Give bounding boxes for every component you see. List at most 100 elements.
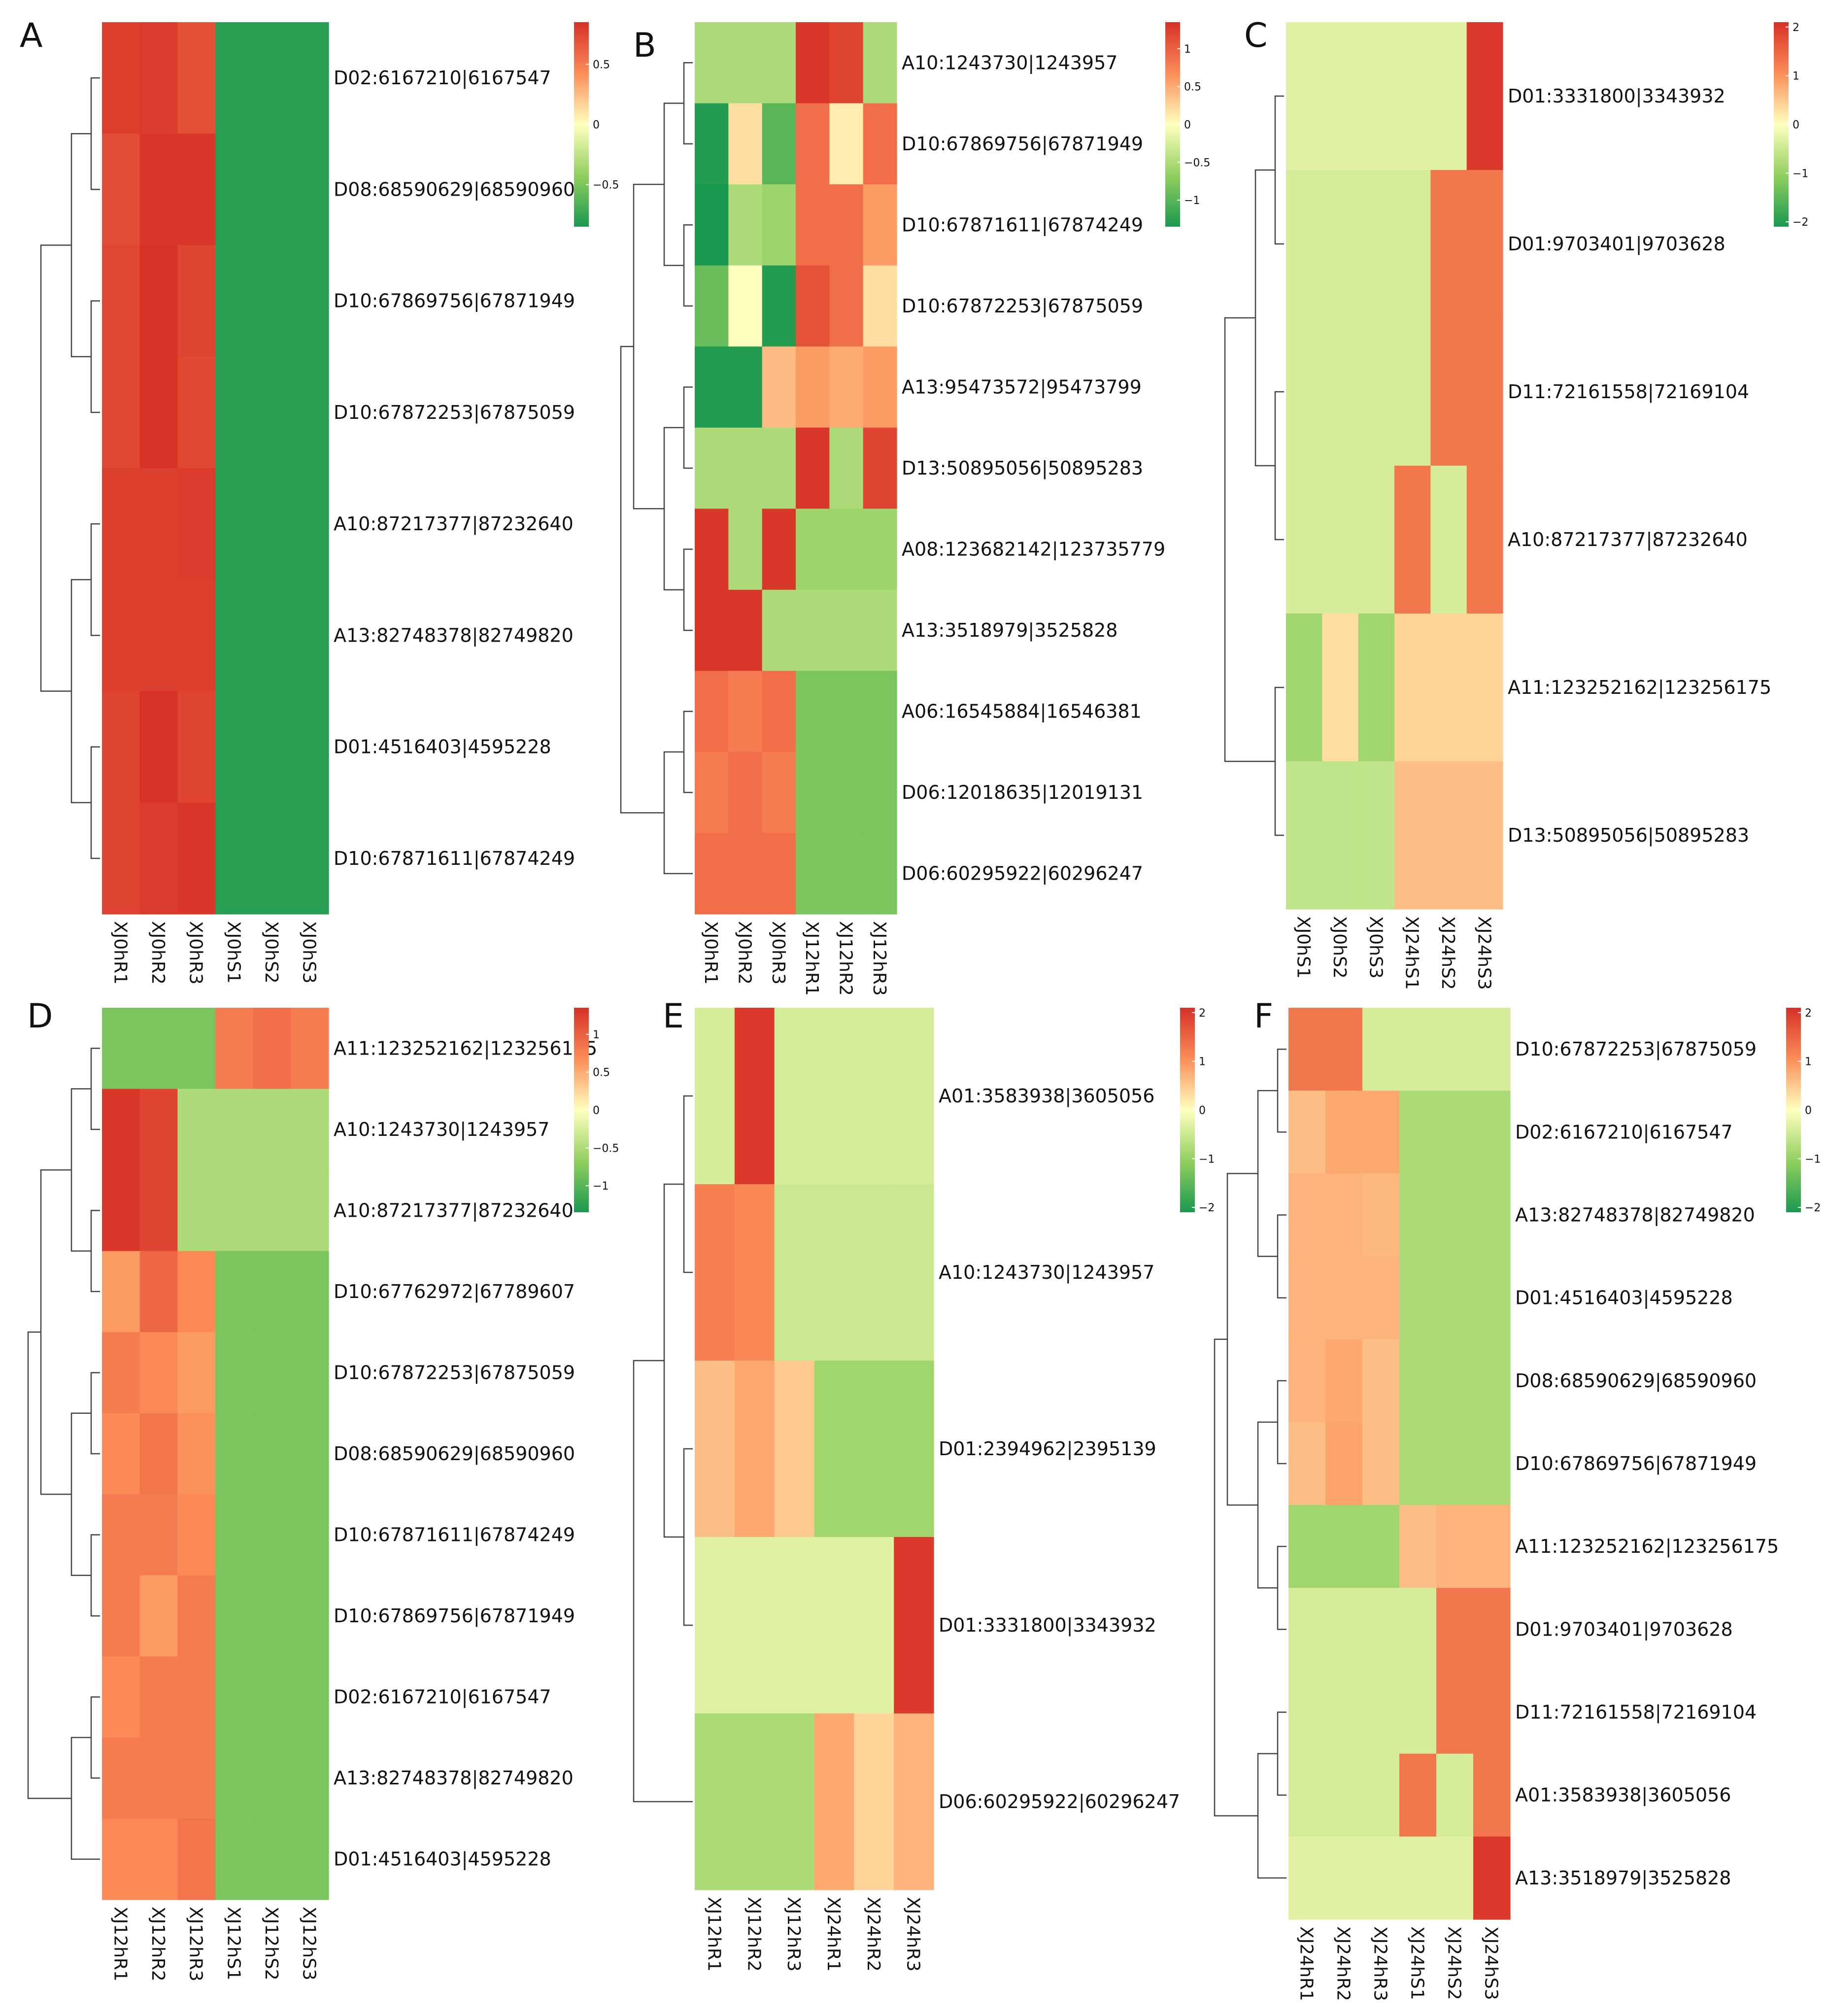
heatmap-cell bbox=[139, 1737, 178, 1819]
heatmap-cell bbox=[695, 1184, 735, 1361]
colorbar-tick-label: −1 bbox=[1184, 195, 1200, 207]
row-label: A13:82748378|82749820 bbox=[334, 624, 574, 647]
colorbar-tick-label: 0.5 bbox=[1184, 81, 1201, 94]
heatmap-cell bbox=[1325, 1008, 1363, 1091]
heatmap-cell bbox=[1322, 318, 1359, 466]
heatmap-cell bbox=[1358, 761, 1395, 910]
heatmap-cell bbox=[177, 468, 216, 580]
row-label: D10:67869756|67871949 bbox=[334, 1605, 575, 1627]
row-label: D13:50895056|50895283 bbox=[1508, 824, 1749, 847]
heatmap-cell bbox=[762, 346, 796, 428]
heatmap-cell bbox=[177, 1494, 216, 1576]
heatmap-cell bbox=[102, 1008, 140, 1090]
heatmap-cell bbox=[863, 103, 897, 185]
heatmap-cell bbox=[1473, 1173, 1511, 1257]
row-label: D01:2394962|2395139 bbox=[939, 1438, 1156, 1460]
heatmap-cell bbox=[829, 22, 864, 104]
heatmap-cell bbox=[1322, 761, 1359, 910]
heatmap-cell bbox=[695, 1361, 735, 1538]
column-label: XJ0hS2 bbox=[261, 921, 281, 984]
heatmap-cell bbox=[139, 1818, 178, 1900]
heatmap-cell bbox=[291, 1575, 329, 1657]
heatmap-cell bbox=[102, 580, 140, 692]
heatmap-cell bbox=[1473, 1422, 1511, 1505]
heatmap-cell bbox=[762, 427, 796, 509]
column-label: XJ12hR1 bbox=[704, 1897, 724, 1972]
row-label: A01:3583938|3605056 bbox=[939, 1085, 1154, 1107]
heatmap-cell bbox=[829, 752, 864, 834]
colorbar-tick-label: −0.5 bbox=[593, 179, 619, 192]
heatmap-cell bbox=[253, 1737, 291, 1819]
heatmap-cell bbox=[695, 833, 729, 915]
row-label: D13:50895056|50895283 bbox=[902, 457, 1143, 479]
heatmap-cell bbox=[291, 356, 329, 469]
row-label: A13:82748378|82749820 bbox=[1515, 1204, 1755, 1226]
heatmap-cell bbox=[774, 1537, 815, 1714]
panel-b: B A10:1243730|1243957 D10:67869756|6787194… bbox=[620, 22, 1210, 996]
heatmap-cell bbox=[102, 1575, 140, 1657]
heatmap-cell bbox=[894, 1713, 934, 1890]
heatmap-cell bbox=[728, 346, 763, 428]
heatmap-cell bbox=[102, 691, 140, 803]
heatmap-cell bbox=[253, 356, 291, 469]
heatmap-cell bbox=[1358, 614, 1395, 762]
row-label: A01:3583938|3605056 bbox=[1515, 1784, 1731, 1807]
row-label: D01:3331800|3343932 bbox=[1508, 85, 1726, 107]
heatmap-cell bbox=[139, 1413, 178, 1495]
colorbar-tick-label: 0.5 bbox=[593, 1067, 610, 1079]
heatmap-cell bbox=[253, 1575, 291, 1657]
column-label: XJ0hS1 bbox=[1293, 916, 1314, 979]
heatmap-cell bbox=[854, 1361, 894, 1538]
heatmap-cell bbox=[1394, 170, 1431, 318]
heatmap-cell bbox=[796, 346, 830, 428]
heatmap-cell bbox=[829, 184, 864, 266]
row-label: D10:67872253|67875059 bbox=[902, 295, 1143, 317]
panel-letter: C bbox=[1244, 16, 1267, 55]
row-label: A08:123682142|123735779 bbox=[902, 539, 1165, 561]
heatmap-cell bbox=[1286, 761, 1322, 910]
row-label: A10:87217377|87232640 bbox=[334, 1199, 574, 1222]
column-label: XJ24hR1 bbox=[1296, 1926, 1317, 2001]
heatmap-cell bbox=[1286, 318, 1322, 466]
heatmap-cell bbox=[253, 468, 291, 580]
heatmap-cell bbox=[215, 1332, 254, 1414]
heatmap-cell bbox=[1358, 466, 1395, 614]
heatmap-cell bbox=[177, 1251, 216, 1333]
heatmap-cell bbox=[796, 509, 830, 590]
heatmap-cell bbox=[1288, 1339, 1326, 1423]
heatmap-cell bbox=[253, 1170, 291, 1252]
heatmap-cell bbox=[139, 1494, 178, 1576]
column-label: XJ12hR3 bbox=[186, 1907, 206, 1982]
heatmap-cell bbox=[139, 1575, 178, 1657]
heatmap-cell bbox=[1288, 1588, 1326, 1672]
heatmap-cell bbox=[734, 1713, 775, 1890]
row-label: D01:4516403|4595228 bbox=[334, 736, 551, 758]
heatmap-cell bbox=[253, 580, 291, 692]
heatmap-cell bbox=[1394, 614, 1431, 762]
panel-letter: B bbox=[633, 26, 656, 65]
colorbar-tick-label: 0 bbox=[593, 119, 600, 132]
colorbar-tick-label: 0 bbox=[1199, 1105, 1206, 1117]
row-dendrogram bbox=[620, 62, 693, 874]
row-label: D10:67871611|67874249 bbox=[902, 214, 1143, 236]
colorbar-tick-label: 1 bbox=[1805, 1056, 1812, 1068]
heatmap-cell bbox=[774, 1361, 815, 1538]
row-label: D08:68590629|68590960 bbox=[1515, 1370, 1757, 1392]
heatmap-cell bbox=[1436, 1505, 1474, 1588]
heatmap-cell bbox=[177, 22, 216, 134]
column-label: XJ12hR1 bbox=[110, 1907, 130, 1982]
heatmap-cell bbox=[1394, 318, 1431, 466]
heatmap-cell bbox=[253, 1251, 291, 1333]
heatmap-cell bbox=[863, 22, 897, 104]
heatmap-cell bbox=[291, 22, 329, 134]
heatmap-cell bbox=[1362, 1091, 1400, 1174]
heatmap-cell bbox=[1286, 614, 1322, 762]
colorbar-tick-label: 0 bbox=[593, 1105, 600, 1117]
heatmap-cell bbox=[1288, 1671, 1326, 1754]
heatmap-cell bbox=[728, 589, 763, 671]
heatmap-cell bbox=[796, 427, 830, 509]
heatmap-cell bbox=[102, 1818, 140, 1900]
heatmap-cell bbox=[1436, 1671, 1474, 1754]
colorbar: 1 0.5 0 −0.5 −1 bbox=[1165, 22, 1210, 227]
colorbar: 2 1 0 −1 −2 bbox=[1774, 22, 1808, 229]
